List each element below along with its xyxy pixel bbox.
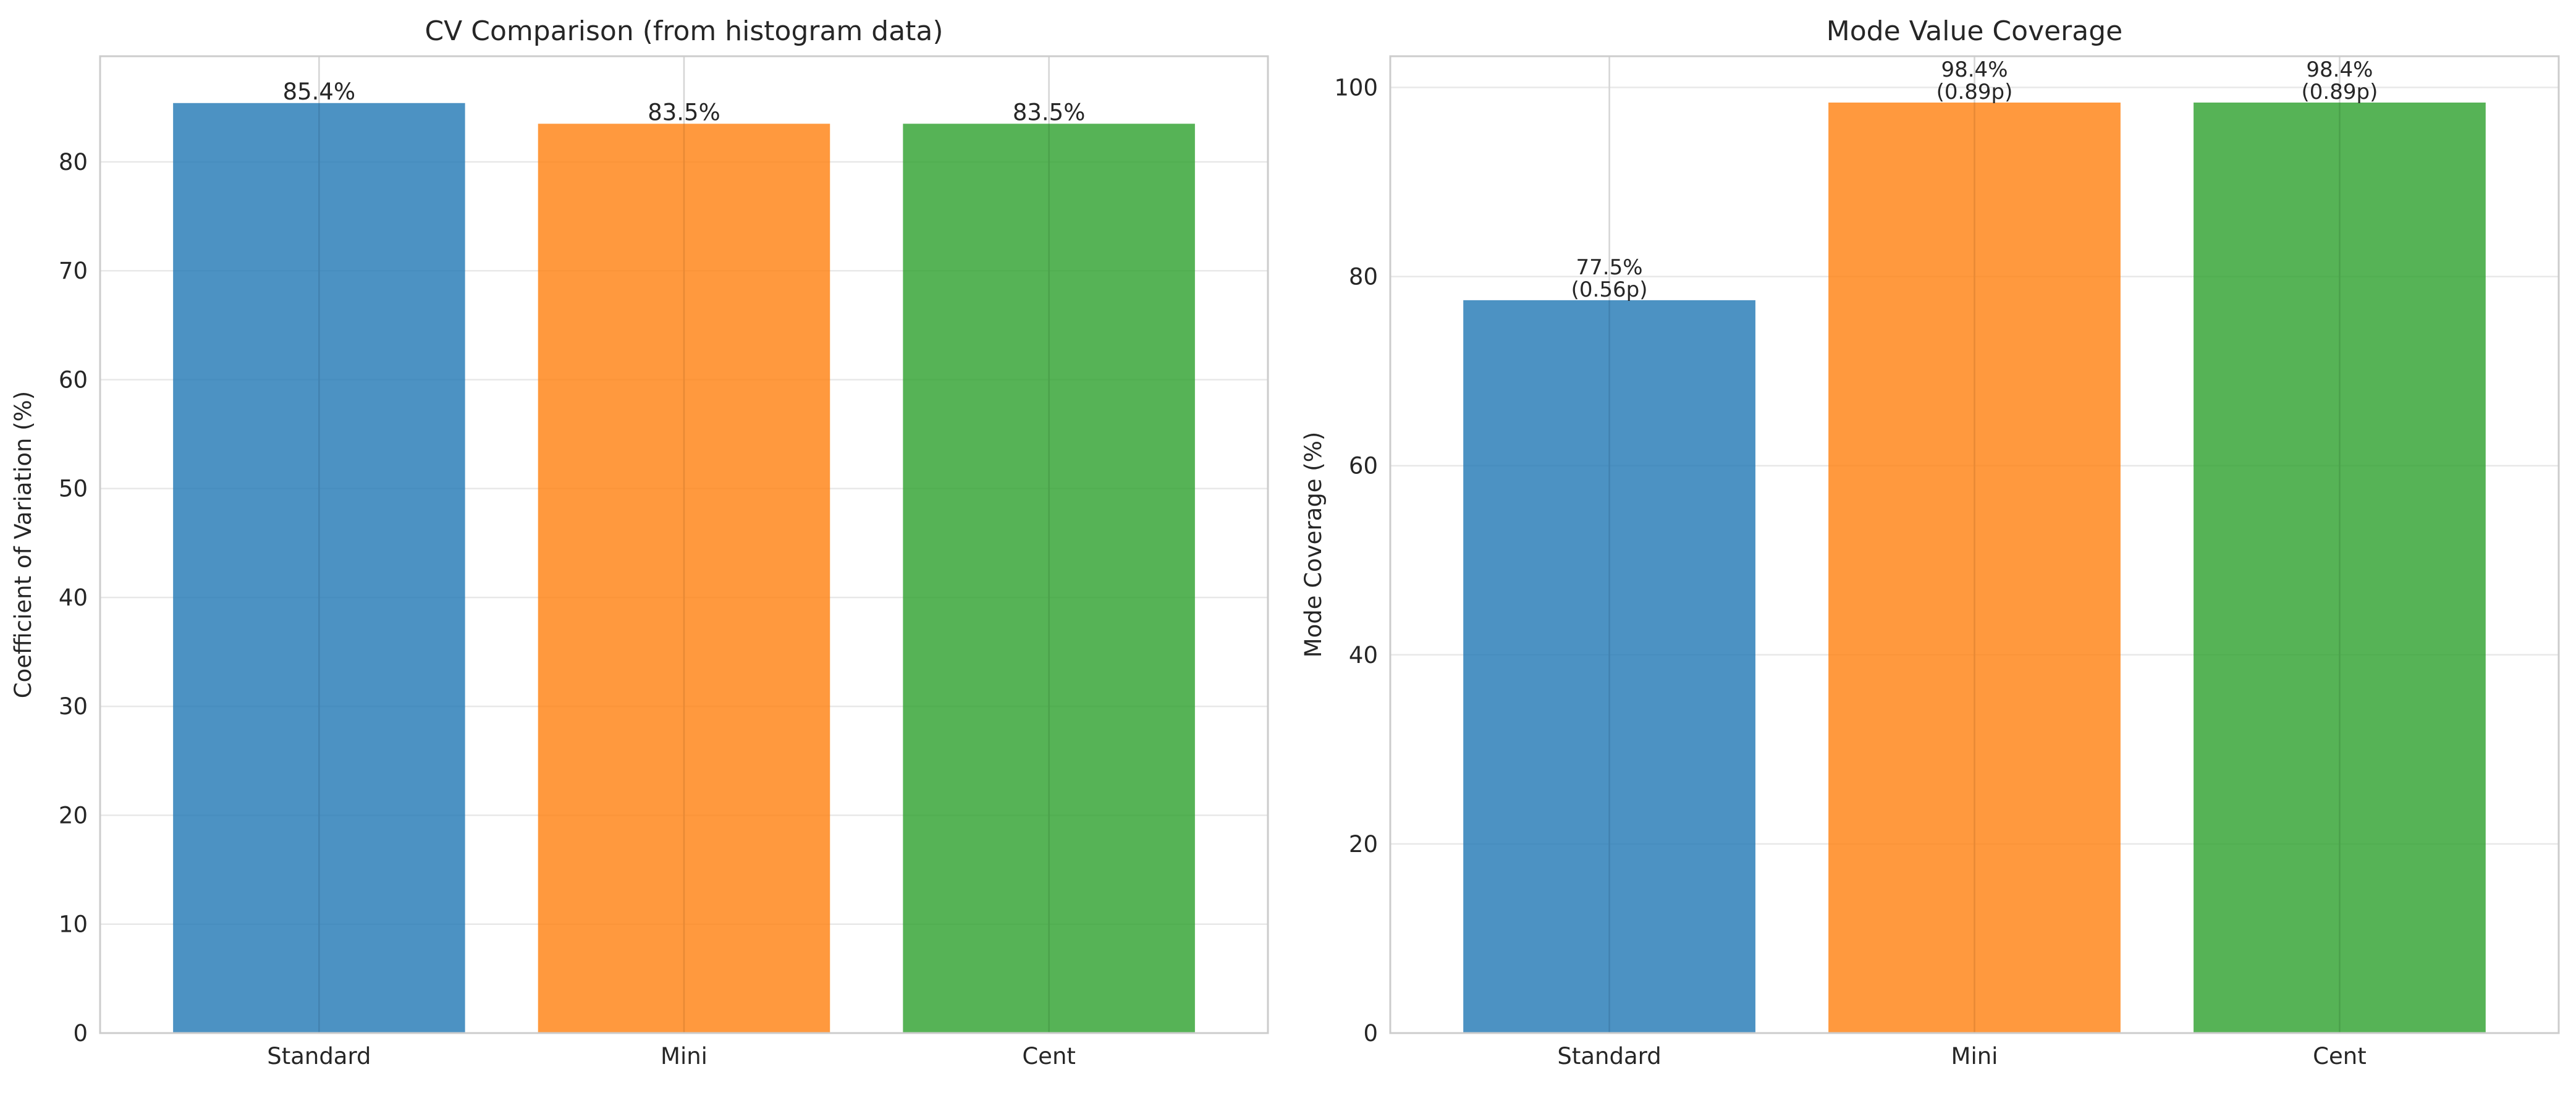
bar-value-label: 83.5%: [1013, 99, 1086, 125]
mode-coverage-panel: Mode Value Coverage Mode Coverage (%) 0 2…: [1300, 15, 2560, 1070]
bar-standard: [173, 103, 465, 1033]
cv-comparison-panel: CV Comparison (from histogram data) Coef…: [10, 15, 1269, 1070]
bar-cent: [2194, 102, 2486, 1034]
cv-plot-frame: [99, 55, 1269, 1034]
y-tick-label: 0: [73, 1020, 88, 1047]
x-tick-label: Standard: [267, 1043, 371, 1070]
cv-chart-title: CV Comparison (from histogram data): [424, 15, 943, 47]
bar-cent: [903, 124, 1195, 1033]
y-tick-label: 80: [1349, 264, 1378, 290]
y-tick-label: 20: [59, 802, 88, 829]
mode-y-axis-label: Mode Coverage (%): [1300, 432, 1327, 658]
bar-value-label: 83.5%: [648, 99, 720, 125]
y-tick-label: 40: [1349, 642, 1378, 669]
bar-value-label: 85.4%: [283, 78, 356, 105]
y-tick-label: 0: [1363, 1020, 1378, 1047]
bar-value-label: 98.4% (0.89p): [2302, 57, 2378, 104]
y-tick-label: 50: [59, 476, 88, 502]
y-tick-label: 30: [59, 693, 88, 720]
y-tick-label: 10: [59, 911, 88, 938]
y-tick-label: 100: [1334, 75, 1378, 101]
x-tick-label: Cent: [1022, 1043, 1076, 1070]
bar-mini: [1828, 102, 2121, 1034]
x-tick-label: Cent: [2313, 1043, 2367, 1070]
bar-value-label: 77.5% (0.56p): [1571, 255, 1648, 302]
y-tick-label: 60: [1349, 453, 1378, 479]
cv-y-axis-label: Coefficient of Variation (%): [10, 391, 36, 698]
y-tick-label: 20: [1349, 831, 1378, 858]
mode-plot-frame: [1389, 55, 2560, 1034]
bar-standard: [1463, 300, 1755, 1033]
x-tick-label: Standard: [1557, 1043, 1661, 1070]
mode-chart-title: Mode Value Coverage: [1826, 15, 2123, 47]
bar-mini: [538, 124, 830, 1033]
bar-value-label: 98.4% (0.89p): [1936, 57, 2013, 104]
x-tick-label: Mini: [1951, 1043, 1998, 1070]
y-tick-label: 40: [59, 584, 88, 611]
y-tick-label: 70: [59, 258, 88, 284]
x-tick-label: Mini: [661, 1043, 707, 1070]
y-tick-label: 80: [59, 149, 88, 175]
y-tick-label: 60: [59, 366, 88, 393]
